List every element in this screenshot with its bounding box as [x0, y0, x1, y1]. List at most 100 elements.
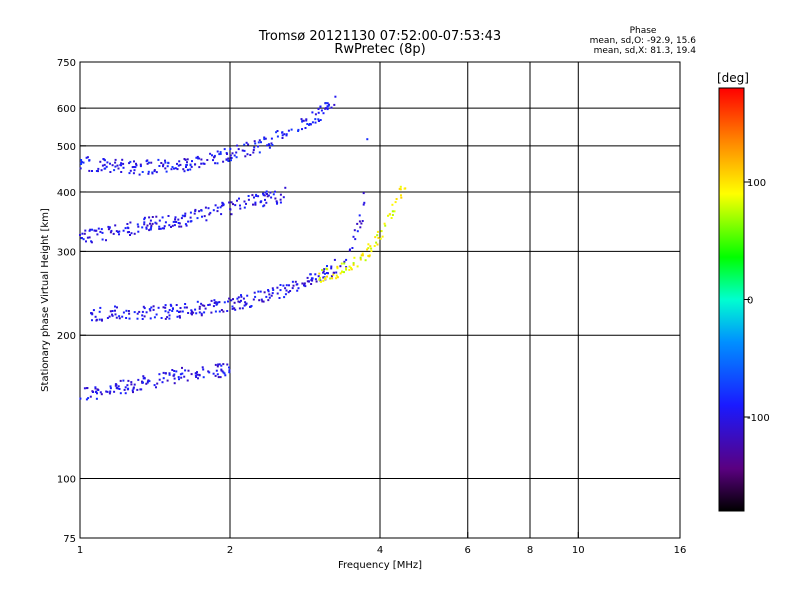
- data-point: [216, 301, 219, 304]
- data-point: [190, 312, 193, 315]
- data-point: [179, 316, 181, 319]
- data-point: [258, 151, 261, 154]
- data-point: [296, 283, 299, 286]
- y-axis-ticks: 75 100 200 300 400 500 600 750: [57, 58, 86, 545]
- data-point: [216, 206, 219, 209]
- data-point: [279, 289, 282, 292]
- data-point: [135, 162, 137, 165]
- data-point: [222, 363, 225, 366]
- data-point: [164, 372, 167, 375]
- data-point: [160, 162, 163, 164]
- data-point: [279, 193, 282, 196]
- data-point: [124, 386, 127, 389]
- data-point: [82, 238, 85, 241]
- data-point: [212, 159, 214, 162]
- data-point: [368, 255, 371, 258]
- data-point: [181, 310, 184, 313]
- data-point: [287, 129, 290, 132]
- data-point: [304, 127, 307, 129]
- data-point: [358, 214, 361, 217]
- data-point: [114, 224, 117, 227]
- data-point: [387, 214, 389, 217]
- data-point: [230, 201, 233, 204]
- data-point: [85, 398, 88, 401]
- data-point: [111, 314, 114, 317]
- data-point: [191, 160, 193, 163]
- data-point: [369, 245, 372, 248]
- data-point: [149, 219, 152, 222]
- data-point: [194, 163, 196, 166]
- x-axis-ticks: 1 2 4 6 8 10 16: [77, 532, 686, 556]
- data-point: [198, 166, 201, 169]
- data-point: [190, 373, 193, 376]
- data-point: [147, 172, 150, 175]
- data-point: [150, 224, 153, 227]
- data-point: [143, 223, 146, 226]
- data-point: [106, 317, 109, 319]
- data-point: [239, 204, 241, 207]
- data-point: [109, 162, 111, 165]
- data-point: [88, 159, 91, 162]
- data-point: [100, 228, 103, 231]
- data-point: [254, 295, 257, 298]
- data-point: [324, 278, 327, 281]
- data-point: [194, 374, 197, 377]
- data-point: [141, 310, 144, 313]
- data-point: [326, 275, 328, 278]
- data-point: [376, 230, 379, 233]
- data-point: [151, 222, 154, 225]
- data-point: [118, 233, 120, 236]
- data-point: [195, 376, 198, 378]
- data-point: [161, 227, 164, 230]
- data-point: [164, 310, 167, 313]
- data-point: [168, 224, 171, 227]
- data-point: [263, 138, 266, 141]
- data-point: [320, 109, 323, 112]
- data-point: [274, 197, 277, 200]
- data-point: [324, 272, 326, 275]
- data-point: [114, 313, 117, 316]
- data-point: [370, 247, 373, 250]
- data-point: [214, 301, 217, 304]
- data-point: [255, 193, 258, 196]
- data-point: [106, 161, 109, 164]
- data-point: [220, 364, 223, 367]
- data-point: [127, 379, 130, 382]
- data-point: [229, 208, 232, 211]
- data-point: [114, 158, 117, 161]
- data-point: [236, 297, 239, 300]
- data-point: [271, 287, 274, 290]
- data-point: [265, 201, 268, 204]
- data-point: [128, 162, 131, 165]
- data-point: [203, 304, 206, 307]
- data-point: [303, 284, 305, 287]
- data-point: [376, 234, 379, 237]
- data-point: [234, 308, 237, 311]
- data-point: [178, 311, 180, 313]
- data-point: [105, 239, 107, 242]
- data-point: [201, 215, 203, 218]
- data-point: [390, 217, 393, 219]
- data-point: [262, 192, 264, 195]
- data-point: [146, 224, 149, 227]
- data-point: [187, 220, 190, 223]
- phase-heading: Phase: [630, 26, 657, 36]
- data-point: [172, 220, 175, 223]
- data-point: [219, 152, 222, 155]
- data-point: [200, 158, 203, 161]
- data-point: [164, 221, 167, 224]
- data-point: [203, 162, 206, 165]
- data-point: [264, 137, 267, 140]
- data-point: [264, 191, 267, 194]
- data-point: [214, 310, 217, 313]
- data-point: [213, 156, 215, 159]
- data-point: [132, 166, 135, 168]
- data-point: [226, 153, 228, 155]
- data-point: [212, 209, 215, 212]
- data-point: [207, 207, 210, 210]
- data-point: [100, 318, 103, 321]
- data-point: [80, 163, 83, 165]
- data-point: [163, 227, 165, 230]
- data-point: [150, 161, 153, 164]
- data-point: [216, 373, 219, 376]
